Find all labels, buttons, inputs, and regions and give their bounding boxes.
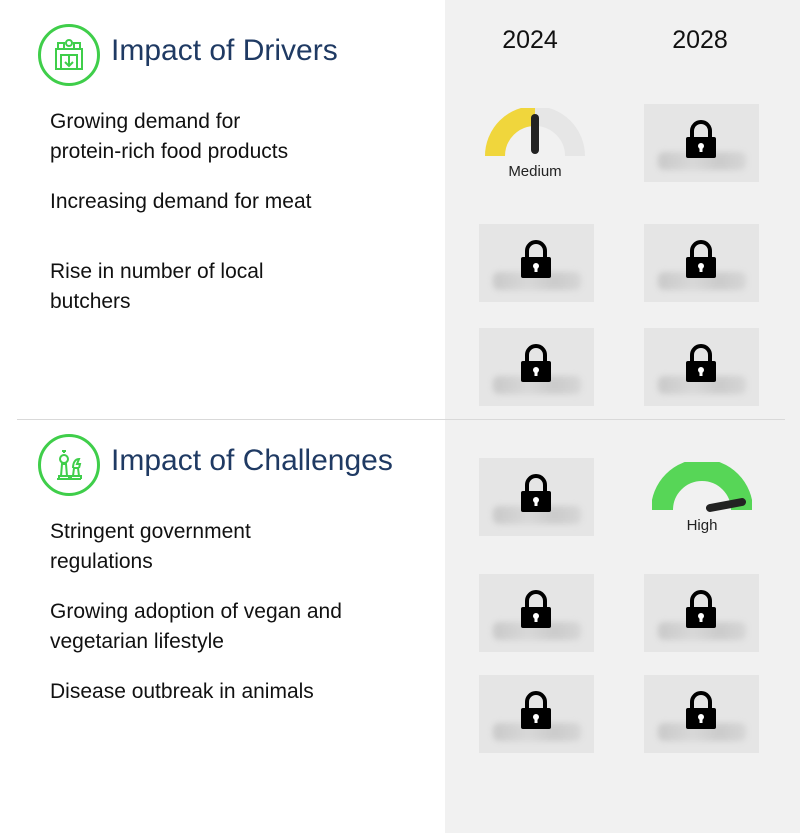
driver-item: Increasing demand for meat: [50, 190, 312, 213]
lock-icon: [521, 240, 551, 278]
year-header-2024: 2024: [502, 26, 558, 54]
lock-icon: [686, 344, 716, 382]
lock-icon: [521, 691, 551, 729]
lock-icon: [686, 590, 716, 628]
challenges-title: Impact of Challenges: [111, 444, 393, 477]
lock-icon: [521, 474, 551, 512]
locked-cell[interactable]: [644, 224, 759, 302]
lock-icon: [686, 691, 716, 729]
impact-gauge-medium: Medium: [485, 106, 585, 198]
locked-cell[interactable]: [479, 675, 594, 753]
locked-cell[interactable]: [644, 574, 759, 652]
challenge-item: Stringent government regulations: [50, 520, 251, 573]
lock-icon: [686, 240, 716, 278]
challenge-item: Disease outbreak in animals: [50, 680, 314, 703]
challenge-item: Growing adoption of vegan and vegetarian…: [50, 600, 342, 653]
locked-cell[interactable]: [479, 458, 594, 536]
gauge-label: Medium: [508, 163, 562, 180]
impact-gauge-high: High: [651, 459, 753, 552]
locked-cell[interactable]: [644, 675, 759, 753]
factory-icon: [38, 24, 100, 86]
gauge-label: High: [686, 517, 718, 534]
locked-cell[interactable]: [644, 104, 759, 182]
locked-cell[interactable]: [644, 328, 759, 406]
section-divider: [17, 419, 785, 420]
chess-pieces-icon: [38, 434, 100, 496]
locked-cell[interactable]: [479, 328, 594, 406]
lock-icon: [521, 590, 551, 628]
driver-item: Growing demand for protein-rich food pro…: [50, 110, 289, 163]
year-header-2028: 2028: [672, 26, 728, 54]
driver-item: Rise in number of local butchers: [50, 260, 264, 313]
lock-icon: [521, 344, 551, 382]
locked-cell[interactable]: [479, 224, 594, 302]
locked-cell[interactable]: [479, 574, 594, 652]
lock-icon: [686, 120, 716, 158]
drivers-title: Impact of Drivers: [111, 34, 338, 67]
